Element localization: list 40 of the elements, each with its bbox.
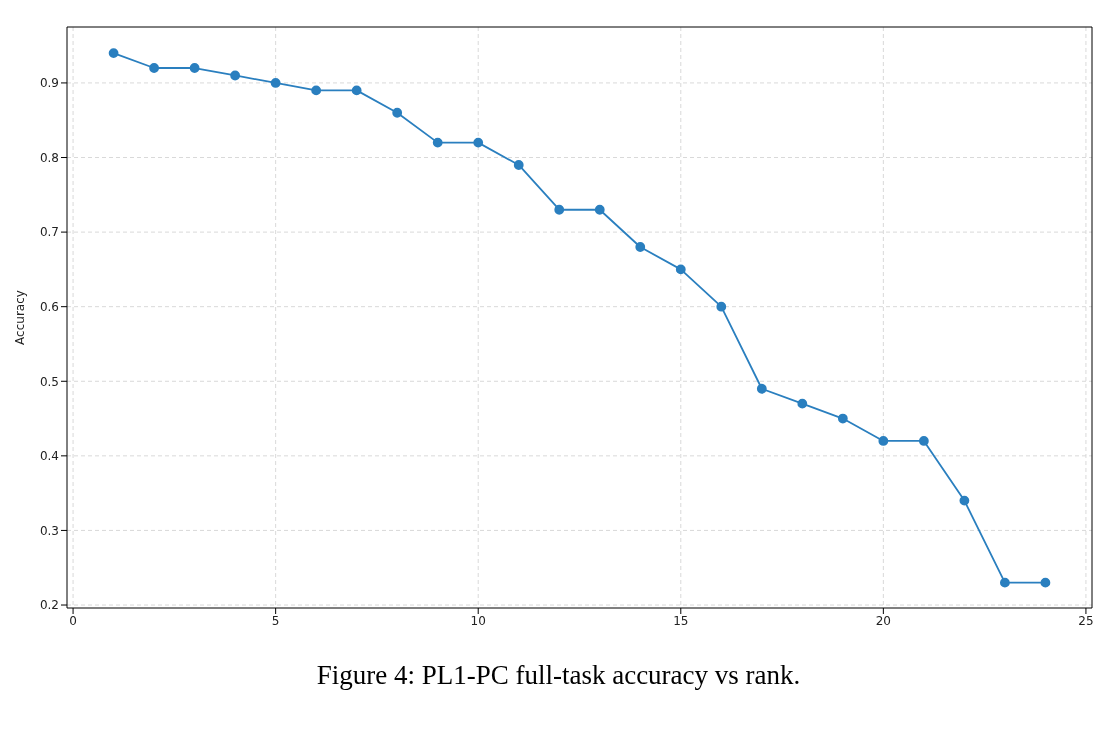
point — [1040, 577, 1051, 588]
point — [351, 85, 362, 96]
x-tick-label: 20 — [875, 613, 891, 628]
x-tick-label: 15 — [673, 613, 689, 628]
point — [837, 413, 848, 424]
point — [675, 264, 686, 275]
point — [635, 242, 646, 252]
point — [432, 137, 443, 148]
y-tick-label: 0.3 — [39, 523, 59, 538]
y-axis-title: Accuracy — [13, 290, 28, 345]
point — [473, 137, 484, 148]
y-tick-label: 0.7 — [39, 225, 59, 240]
y-tick-label: 0.9 — [39, 76, 59, 91]
point — [392, 107, 403, 118]
point — [756, 383, 767, 394]
point — [878, 436, 889, 446]
point — [918, 436, 929, 446]
y-tick-label: 0.6 — [39, 299, 59, 314]
y-tick-label: 0.8 — [39, 150, 59, 165]
point — [797, 398, 808, 409]
point — [108, 48, 119, 58]
x-tick-label: 10 — [470, 613, 486, 628]
point — [270, 78, 281, 88]
point — [230, 70, 241, 81]
point — [716, 301, 727, 312]
y-tick-label: 0.2 — [39, 598, 59, 613]
point — [311, 85, 322, 96]
caption: Figure 4: PL1-PC full-task accuracy vs rank. — [315, 660, 802, 691]
x-tick-label: 5 — [271, 613, 280, 628]
point — [149, 63, 159, 73]
point — [513, 160, 524, 170]
point — [959, 495, 970, 506]
y-tick-label: 0.5 — [39, 374, 59, 389]
point — [189, 63, 200, 73]
point — [594, 204, 605, 215]
point — [554, 204, 565, 215]
x-tick-label: 25 — [1078, 613, 1094, 628]
x-tick-label: 0 — [69, 613, 77, 628]
point — [1000, 577, 1010, 588]
y-tick-label: 0.4 — [39, 449, 59, 464]
